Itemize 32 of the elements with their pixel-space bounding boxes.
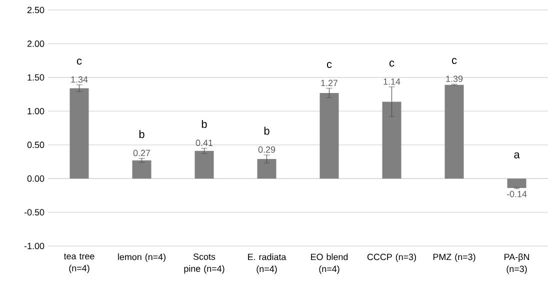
x-tick-label: PMZ (n=3) [433, 254, 476, 262]
y-tick-label: 0.00 [27, 175, 44, 182]
x-tick-label: Scots pine (n=4) [184, 254, 224, 274]
x-tick-label: EO blend (n=4) [311, 254, 348, 274]
data-label: 1.34 [71, 76, 88, 83]
data-label: 1.27 [321, 80, 338, 86]
data-label: -0.14 [506, 190, 527, 198]
y-tick-label: 2.50 [27, 6, 44, 14]
data-label: 1.39 [446, 76, 463, 82]
y-tick-label: 1.50 [28, 74, 44, 81]
data-label: 0.41 [196, 140, 213, 146]
annotation: a [514, 152, 520, 158]
x-tick-label: tea tree (n=4) [64, 254, 94, 274]
y-tick-label: 0.50 [27, 142, 44, 148]
annotation: b [139, 130, 144, 138]
x-tick-label: lemon (n=4) [118, 254, 166, 262]
x-tick-label: CCCP (n=3) [367, 254, 416, 262]
data-label: 0.29 [258, 146, 276, 153]
data-label: 0.27 [133, 150, 150, 156]
annotation: b [202, 120, 207, 128]
annotation: c [389, 60, 394, 67]
y-tick-label: 1.00 [28, 108, 44, 114]
annotation: c [452, 58, 457, 64]
data-label: 1.14 [384, 78, 400, 85]
annotation: c [76, 58, 82, 65]
y-tick-label: 2.00 [27, 40, 44, 47]
annotation: b [264, 126, 270, 135]
y-tick-label: -1.00 [24, 242, 44, 250]
y-tick-label: -0.50 [24, 209, 44, 216]
x-tick-label: PA-βN (n=3) [504, 254, 529, 274]
x-tick-label: E. radiata (n=4) [248, 254, 286, 274]
annotation: c [326, 62, 332, 68]
